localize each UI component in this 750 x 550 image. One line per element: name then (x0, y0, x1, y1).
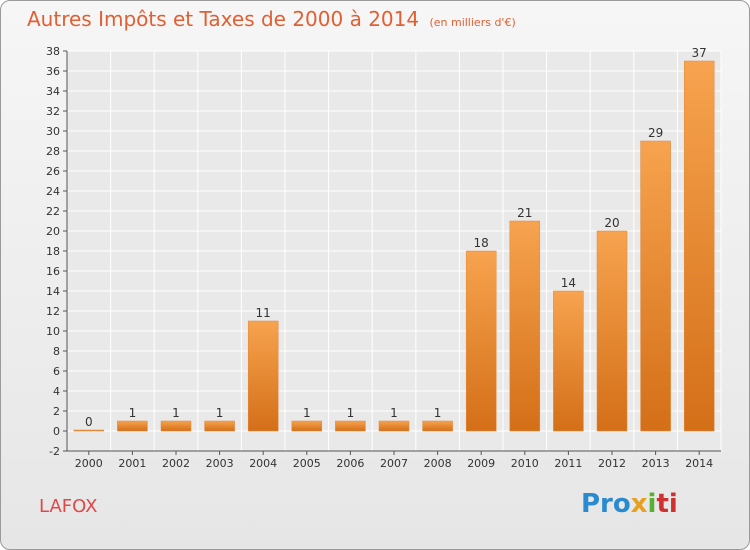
data-label-2014: 37 (692, 46, 707, 60)
x-tick-label-2009: 2009 (467, 457, 495, 470)
bar-2013 (640, 140, 671, 432)
y-tick-label: 28 (46, 145, 60, 158)
logo-part-4: ti (656, 489, 678, 519)
x-tick-label-2010: 2010 (511, 457, 539, 470)
data-label-2012: 20 (604, 216, 619, 230)
bar-2002 (160, 420, 192, 432)
x-tick-label-2008: 2008 (424, 457, 452, 470)
x-tick-label-2005: 2005 (293, 457, 321, 470)
y-tick-label: -2 (49, 445, 60, 458)
proxiti-logo[interactable]: Proxiti (581, 489, 678, 519)
bar-2007 (378, 420, 410, 432)
data-label-2007: 1 (390, 406, 398, 420)
x-tick-label-2004: 2004 (249, 457, 277, 470)
y-tick-label: 10 (46, 325, 60, 338)
bar-2006 (335, 420, 366, 432)
y-tick-label: 4 (53, 385, 60, 398)
bar-2000 (73, 429, 105, 432)
y-tick-label: 30 (46, 125, 60, 138)
y-tick-label: 2 (53, 405, 60, 418)
x-tick-label-2003: 2003 (206, 457, 234, 470)
x-tick-label-2013: 2013 (642, 457, 670, 470)
logo-part-3: i (647, 489, 657, 519)
y-tick-label: 12 (46, 305, 60, 318)
chart-title-text: Autres Impôts et Taxes de 2000 à 2014 (27, 7, 420, 31)
y-tick-label: 8 (53, 345, 60, 358)
bar-2004 (247, 320, 279, 432)
x-tick-label-2006: 2006 (336, 457, 364, 470)
y-tick-label: 0 (53, 425, 60, 438)
y-tick-label: 36 (46, 65, 60, 78)
data-label-2013: 29 (648, 126, 663, 140)
data-label-2000: 0 (85, 415, 93, 429)
data-label-2002: 1 (172, 406, 180, 420)
data-label-2004: 11 (256, 306, 271, 320)
bar-2008 (422, 420, 453, 432)
y-tick-label: 22 (46, 205, 60, 218)
data-label-2006: 1 (347, 406, 355, 420)
data-label-2009: 18 (474, 236, 489, 250)
commune-name: LAFOX (39, 496, 98, 517)
logo-part-1: Pro (581, 489, 631, 519)
logo-part-2: x (630, 489, 648, 519)
bar-2005 (291, 420, 323, 432)
x-tick-label-2014: 2014 (685, 457, 713, 470)
y-tick-label: 6 (53, 365, 60, 378)
data-label-2001: 1 (129, 406, 137, 420)
bar-2011 (553, 290, 584, 432)
data-label-2008: 1 (434, 406, 442, 420)
bar-2009 (465, 250, 497, 432)
chart-title: Autres Impôts et Taxes de 2000 à 2014 (e… (27, 7, 516, 31)
bar-2014 (683, 60, 715, 432)
x-tick-label-2007: 2007 (380, 457, 408, 470)
y-tick-label: 26 (46, 165, 60, 178)
y-tick-label: 24 (46, 185, 60, 198)
bar-2003 (204, 420, 235, 432)
y-tick-label: 14 (46, 285, 60, 298)
bar-2001 (117, 420, 148, 432)
y-tick-label: 32 (46, 105, 60, 118)
data-label-2010: 21 (517, 206, 532, 220)
bar-2010 (509, 220, 541, 432)
x-tick-label-2011: 2011 (554, 457, 582, 470)
y-tick-label: 38 (46, 45, 60, 58)
data-label-2003: 1 (216, 406, 224, 420)
data-label-2011: 14 (561, 276, 576, 290)
y-tick-label: 34 (46, 85, 60, 98)
y-tick-label: 18 (46, 245, 60, 258)
x-tick-label-2000: 2000 (75, 457, 103, 470)
chart-subtitle: (en milliers d'€) (429, 16, 516, 29)
x-tick-label-2002: 2002 (162, 457, 190, 470)
data-label-2005: 1 (303, 406, 311, 420)
bar-2012 (596, 230, 628, 432)
y-tick-label: 16 (46, 265, 60, 278)
x-tick-label-2001: 2001 (118, 457, 146, 470)
x-tick-label-2012: 2012 (598, 457, 626, 470)
y-tick-label: 20 (46, 225, 60, 238)
